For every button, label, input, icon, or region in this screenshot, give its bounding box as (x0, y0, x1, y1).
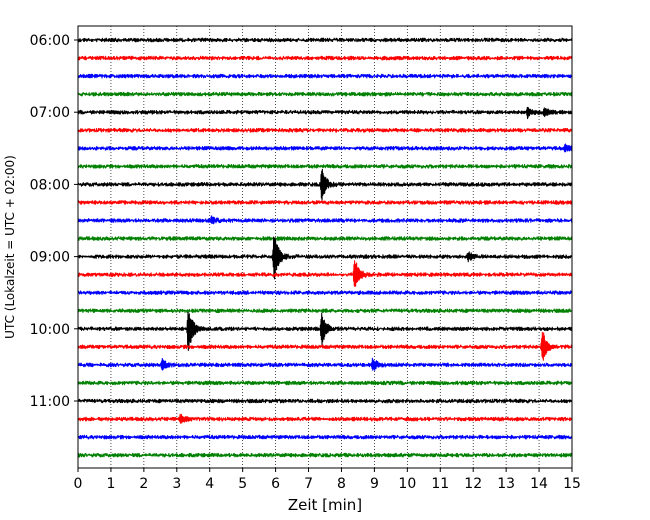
x-tick-label: 11 (431, 476, 449, 492)
trace-line (77, 215, 573, 225)
trace-line (77, 168, 573, 201)
trace-line (77, 143, 573, 153)
x-tick-label: 9 (370, 476, 379, 492)
trace-line (77, 236, 573, 280)
trace-line (77, 380, 573, 386)
y-tick-label: 09:00 (30, 250, 70, 266)
plot-frame (77, 25, 573, 469)
trace-line (77, 260, 573, 288)
trace-line (77, 308, 573, 314)
trace-line (77, 236, 573, 241)
x-tick-label: 1 (106, 476, 115, 492)
y-axis-ticks: 06:00 07:00 08:00 09:00 10:00 11:00 (30, 33, 78, 410)
trace-line (77, 452, 573, 458)
trace-line (77, 37, 573, 43)
trace-line (77, 200, 573, 205)
x-tick-label: 0 (74, 476, 83, 492)
x-tick-label: 4 (205, 476, 214, 492)
x-tick-label: 12 (464, 476, 482, 492)
trace-line (77, 127, 573, 133)
x-tick-label: 10 (398, 476, 416, 492)
y-tick-label: 06:00 (30, 33, 70, 49)
x-tick-label: 6 (271, 476, 280, 492)
x-tick-label: 7 (304, 476, 313, 492)
x-axis-ticks: 0 1 2 3 4 5 6 7 8 9 10 11 12 13 14 15 (74, 468, 581, 492)
trace-line (77, 357, 573, 371)
trace-line (77, 55, 573, 61)
trace-line (77, 311, 573, 352)
x-tick-label: 15 (563, 476, 581, 492)
trace-line (77, 164, 573, 169)
trace-line (77, 91, 573, 97)
y-axis-label: UTC (Lokalzeit = UTC + 02:00) (3, 155, 17, 339)
x-axis-label: Zeit [min] (288, 496, 362, 514)
x-tick-label: 2 (139, 476, 148, 492)
trace-line (77, 73, 573, 79)
x-tick-label: 3 (172, 476, 181, 492)
x-tick-label: 8 (337, 476, 346, 492)
trace-line (77, 413, 573, 424)
trace-line (77, 331, 573, 361)
trace-line (77, 106, 573, 120)
y-tick-label: 11:00 (30, 394, 70, 410)
seismogram-traces (77, 37, 573, 458)
x-tick-label: 14 (530, 476, 548, 492)
y-tick-label: 10:00 (30, 322, 70, 338)
y-tick-label: 07:00 (30, 105, 70, 121)
trace-line (77, 434, 573, 440)
x-tick-label: 5 (238, 476, 247, 492)
trace-line (77, 290, 573, 296)
y-tick-label: 08:00 (30, 177, 70, 193)
trace-line (77, 398, 573, 404)
x-tick-label: 13 (497, 476, 515, 492)
